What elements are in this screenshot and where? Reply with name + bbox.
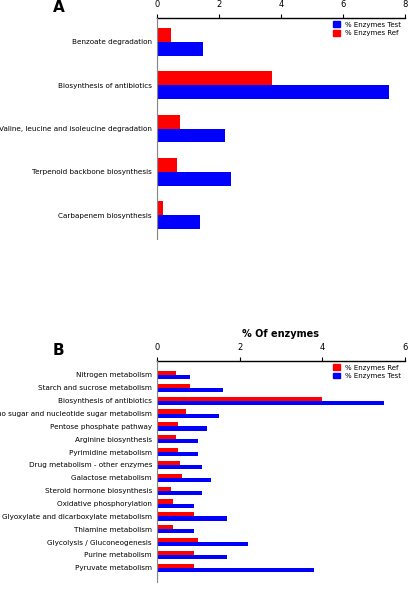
Bar <box>157 422 178 427</box>
Bar <box>157 215 200 229</box>
Bar <box>157 517 227 521</box>
Bar <box>157 564 194 568</box>
Bar <box>157 115 180 128</box>
Bar <box>157 491 202 495</box>
Bar <box>157 85 389 99</box>
Bar <box>157 525 173 529</box>
Bar <box>157 487 171 491</box>
Bar <box>157 555 227 559</box>
Text: A: A <box>53 1 64 16</box>
Bar <box>157 435 176 439</box>
Bar <box>157 28 171 42</box>
Bar <box>157 499 173 503</box>
Bar <box>157 401 384 405</box>
Bar <box>157 551 194 555</box>
Bar <box>157 568 314 572</box>
Text: B: B <box>53 343 64 358</box>
Bar <box>157 474 182 478</box>
Bar <box>157 452 198 456</box>
Bar <box>157 128 225 142</box>
Bar <box>157 427 206 431</box>
Bar <box>157 448 178 452</box>
Bar <box>157 71 272 85</box>
Bar <box>157 461 180 465</box>
Bar <box>157 388 223 392</box>
Bar <box>157 413 219 418</box>
Bar <box>157 542 248 546</box>
Bar <box>157 384 190 388</box>
Legend: % Enzymes Ref, % Enzymes Test: % Enzymes Ref, % Enzymes Test <box>333 364 401 379</box>
Bar <box>157 503 194 508</box>
Bar <box>157 375 190 379</box>
Bar <box>157 512 194 517</box>
Bar <box>157 42 204 56</box>
Bar <box>157 538 198 542</box>
Bar <box>157 371 176 375</box>
Bar <box>157 158 177 172</box>
Bar <box>157 202 163 215</box>
Legend: % Enzymes Test, % Enzymes Ref: % Enzymes Test, % Enzymes Ref <box>333 22 401 36</box>
Bar <box>157 478 211 482</box>
Bar <box>157 409 186 413</box>
Bar <box>157 172 231 186</box>
X-axis label: % Of enzymes: % Of enzymes <box>242 329 319 339</box>
Bar <box>157 529 194 533</box>
Bar <box>157 397 322 401</box>
Bar <box>157 465 202 469</box>
Bar <box>157 439 198 443</box>
